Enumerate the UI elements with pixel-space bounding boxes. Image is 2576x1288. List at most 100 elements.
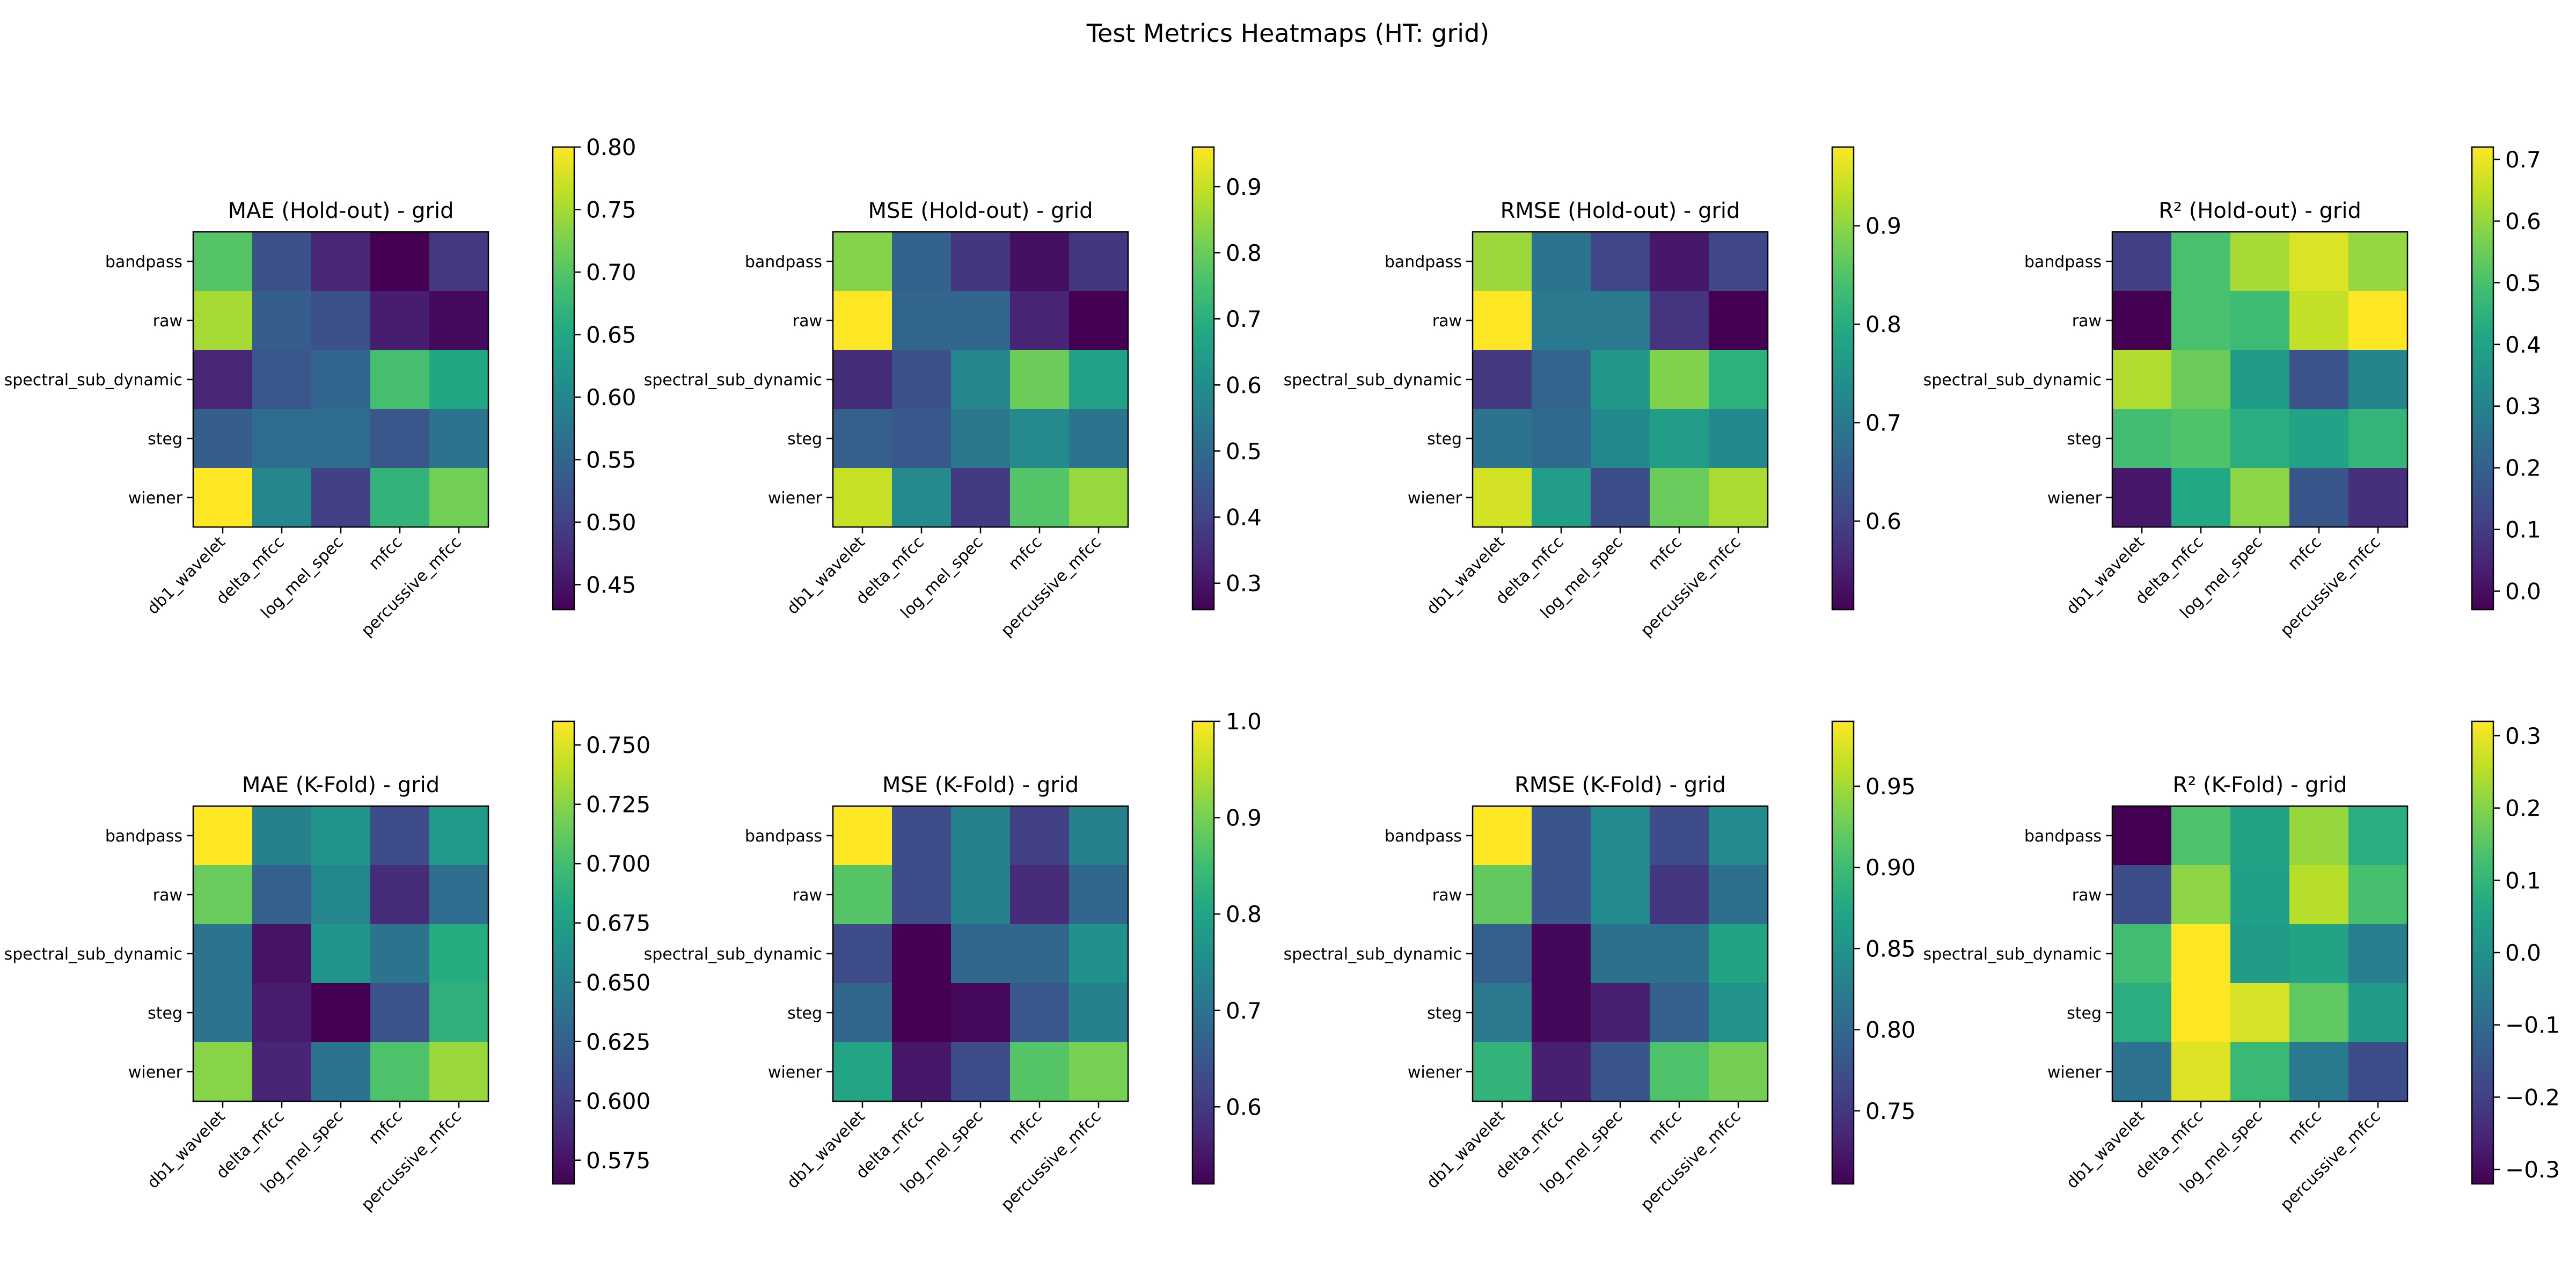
y-tick-label: steg: [2067, 430, 2102, 449]
heatmap-cell: [1069, 468, 1129, 528]
heatmap-panels: MAE (Hold-out) - grid bandpass raw spectral…: [4, 134, 2560, 1214]
heatmap-cell: [429, 806, 489, 866]
heatmap-cell: [2348, 983, 2408, 1043]
heatmap-title: MAE (Hold-out) - grid: [228, 199, 453, 223]
colorbar-tick-label: 0.75: [586, 196, 636, 223]
heatmap-cell: [370, 468, 430, 528]
heatmap-cell: [2230, 409, 2290, 469]
y-tick-label: steg: [787, 1004, 822, 1023]
heatmap-cell: [1709, 350, 1768, 409]
colorbar-tick-label: 0.70: [586, 259, 636, 286]
heatmap-cell: [892, 865, 952, 925]
heatmap-cell: [833, 409, 892, 469]
heatmap-cell: [2171, 924, 2231, 984]
colorbar-tick-label: 0.625: [586, 1029, 650, 1055]
heatmap-cell: [193, 350, 253, 409]
heatmap-cell: [370, 865, 430, 925]
heatmap-cell: [311, 983, 371, 1043]
heatmap-cell: [1010, 350, 1070, 409]
heatmap-cell: [2230, 468, 2290, 528]
heatmap-panel-1: MSE (Hold-out) - grid bandpass raw spectral…: [644, 146, 1262, 640]
heatmap-cell: [429, 468, 489, 528]
y-tick-label: steg: [1427, 1004, 1462, 1023]
y-tick-label: bandpass: [1385, 827, 1462, 846]
heatmap-cell: [1709, 468, 1768, 528]
heatmap-cell: [1010, 232, 1070, 291]
colorbar-tick-label: 0.50: [586, 509, 636, 536]
heatmap-cell: [1069, 291, 1129, 350]
heatmap-cell: [1069, 409, 1129, 469]
heatmap-cell: [2112, 865, 2172, 925]
heatmap-cell: [1709, 865, 1768, 925]
heatmap-cell: [892, 291, 952, 350]
heatmap-cell: [833, 232, 892, 291]
y-tick-label: steg: [1427, 430, 1462, 449]
y-tick-label: raw: [2072, 312, 2102, 331]
heatmap-cell: [193, 865, 253, 925]
heatmap-cell: [2289, 806, 2349, 866]
heatmap-cell: [370, 983, 430, 1043]
heatmap-cell: [1709, 232, 1768, 291]
heatmap-cell: [2112, 468, 2172, 528]
heatmap-cell: [1650, 232, 1709, 291]
heatmap-cell: [252, 924, 312, 984]
heatmap-cell: [1591, 865, 1650, 925]
colorbar-tick-label: 0.7: [1226, 998, 1262, 1024]
heatmap-cell: [951, 291, 1011, 350]
heatmap-cell: [193, 232, 253, 291]
colorbar-tick-label: 0.1: [2505, 517, 2541, 543]
heatmap-cell: [311, 1042, 371, 1102]
heatmap-cell: [892, 1042, 952, 1102]
heatmap-cell: [193, 983, 253, 1043]
heatmap-cell: [370, 232, 430, 291]
colorbar-tick-label: 0.55: [586, 447, 636, 473]
heatmap-cell: [833, 468, 892, 528]
y-tick-label: wiener: [2047, 1063, 2102, 1082]
y-tick-label: wiener: [768, 489, 823, 508]
colorbar: [1191, 146, 1215, 611]
y-tick-label: raw: [1432, 886, 1462, 905]
heatmap-cell: [1069, 924, 1129, 984]
heatmap-cell: [2289, 232, 2349, 291]
colorbar-tick-label: 0.7: [1865, 410, 1901, 436]
heatmap-cell: [1473, 924, 1532, 984]
heatmap-cell: [1532, 232, 1591, 291]
y-tick-label: spectral_sub_dynamic: [1923, 945, 2102, 964]
colorbar-tick-label: 0.8: [1865, 311, 1901, 338]
heatmap-cell: [1010, 924, 1070, 984]
colorbar-tick-label: 0.575: [586, 1147, 650, 1174]
colorbar-tick-label: 0.3: [2505, 723, 2541, 749]
heatmap-cell: [1532, 983, 1591, 1043]
colorbar-tick-label: 0.8: [1226, 240, 1262, 266]
heatmap-cell: [892, 468, 952, 528]
heatmap-panel-7: R² (K-Fold) - grid bandpass raw spectral_su…: [1923, 720, 2560, 1214]
heatmap-cell: [252, 983, 312, 1043]
heatmap-cell: [252, 232, 312, 291]
heatmap-cell: [429, 350, 489, 409]
heatmap-cell: [311, 806, 371, 866]
heatmap-cell: [2230, 291, 2290, 350]
heatmap-cell: [2348, 924, 2408, 984]
heatmap-cell: [1532, 1042, 1591, 1102]
colorbar-tick-label: 0.650: [586, 969, 650, 996]
heatmap-cell: [951, 232, 1011, 291]
colorbar: [1191, 720, 1215, 1185]
y-tick-label: bandpass: [2024, 253, 2102, 272]
colorbar-tick-label: 0.700: [586, 851, 650, 877]
heatmap-cell: [1591, 350, 1650, 409]
heatmap-cell: [311, 409, 371, 469]
colorbar-tick-label: 0.75: [1865, 1098, 1916, 1124]
heatmap-cell: [1010, 806, 1070, 866]
y-tick-label: spectral_sub_dynamic: [1284, 371, 1462, 390]
heatmap-cell: [1709, 409, 1768, 469]
heatmap-cell: [1473, 1042, 1532, 1102]
heatmap-cell: [1473, 468, 1532, 528]
heatmap-cell: [892, 924, 952, 984]
heatmap-cell: [1650, 409, 1709, 469]
colorbar-tick-label: 0.2: [2505, 455, 2541, 481]
heatmap-cell: [1069, 350, 1129, 409]
heatmap-cell: [2171, 409, 2231, 469]
colorbar-tick-label: 1.0: [1226, 708, 1262, 735]
heatmap-cell: [252, 468, 312, 528]
heatmap-cell: [2348, 232, 2408, 291]
